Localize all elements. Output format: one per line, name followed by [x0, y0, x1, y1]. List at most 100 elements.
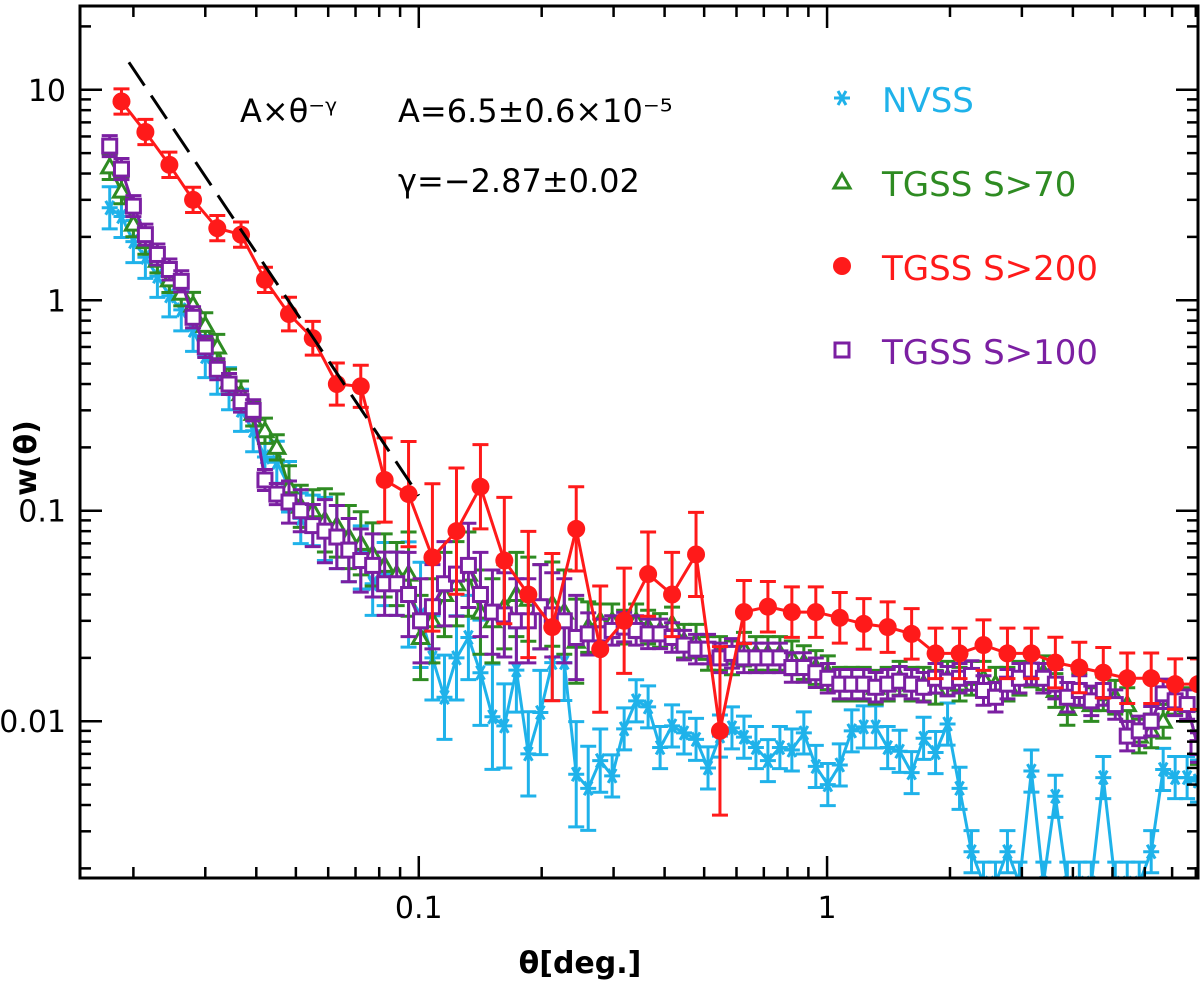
error-bar	[1083, 860, 1100, 878]
data-point	[759, 752, 776, 769]
data-point	[951, 780, 968, 797]
data-point	[364, 556, 382, 574]
data-point	[878, 618, 897, 637]
data-point	[963, 843, 980, 860]
data-point	[604, 768, 621, 784]
legend-label: TGSS S>200	[881, 249, 1098, 289]
data-point	[124, 197, 142, 215]
data-point	[136, 226, 154, 244]
data-point	[710, 721, 729, 740]
data-point	[496, 718, 513, 734]
data-point	[592, 752, 609, 769]
data-point	[208, 219, 227, 238]
data-point	[1189, 675, 1198, 694]
series-nvss	[101, 185, 1198, 878]
data-point	[843, 723, 860, 739]
data-point	[639, 565, 658, 584]
data-point	[640, 699, 657, 715]
data-point	[255, 270, 274, 289]
legend-label: TGSS S>70	[881, 165, 1076, 205]
tick-labels: 0.1 1 0.01 0.1 1 10	[0, 74, 837, 926]
data-point	[1047, 788, 1064, 804]
x-tick-label: 0.1	[395, 891, 443, 926]
error-bar	[1190, 758, 1198, 804]
y-axis-title: w(θ)	[9, 420, 44, 496]
data-point	[1143, 843, 1160, 860]
data-point	[795, 725, 812, 741]
data-point	[399, 485, 418, 504]
legend-marker	[833, 257, 851, 275]
error-bar	[1190, 731, 1198, 764]
data-point	[184, 190, 203, 209]
legend-marker	[831, 170, 853, 190]
data-point	[532, 704, 549, 721]
data-point	[328, 528, 346, 546]
data-point	[435, 575, 453, 593]
data-point	[1094, 663, 1113, 682]
data-point	[616, 721, 633, 737]
data-point	[771, 739, 788, 756]
amplitude-annotation: A=6.5±0.6×10⁻⁵	[398, 92, 673, 130]
data-point	[1046, 653, 1065, 672]
data-point	[1142, 669, 1161, 688]
data-point	[1095, 769, 1112, 786]
data-point	[1023, 763, 1040, 779]
legend-label: TGSS S>100	[881, 333, 1098, 373]
error-bar	[1119, 860, 1136, 878]
data-point	[495, 551, 514, 570]
data-point	[508, 662, 525, 678]
data-point	[915, 730, 932, 746]
data-point	[1022, 644, 1041, 663]
data-point	[664, 718, 681, 734]
data-point	[902, 624, 921, 643]
data-point	[196, 338, 214, 356]
data-point	[939, 716, 956, 732]
data-point	[351, 377, 370, 396]
data-point	[220, 375, 238, 393]
legend-marker	[834, 90, 850, 106]
data-point	[926, 644, 945, 663]
series-tgss-s-100	[101, 134, 1198, 764]
data-point	[412, 612, 430, 630]
data-point	[448, 650, 465, 666]
data-point	[830, 608, 849, 627]
legend-label: NVSS	[882, 81, 974, 121]
data-point	[484, 709, 501, 725]
data-point	[172, 272, 190, 290]
data-point	[1142, 712, 1160, 730]
data-point	[688, 731, 705, 748]
data-point	[734, 603, 753, 622]
ticks-layer	[80, 6, 1198, 878]
data-point	[700, 760, 717, 776]
data-point	[184, 308, 202, 326]
data-point	[663, 585, 682, 604]
data-point	[735, 729, 752, 745]
data-point	[568, 766, 585, 782]
data-point	[591, 640, 610, 659]
series-line-tgss-s-200	[120, 100, 1198, 732]
data-point	[879, 739, 896, 756]
data-point	[447, 522, 466, 541]
data-point	[807, 758, 824, 775]
error-bar	[987, 860, 1004, 878]
data-point	[208, 360, 226, 378]
data-point	[256, 471, 274, 489]
data-point	[459, 556, 477, 574]
legend-item-nvss: NVSS	[834, 81, 974, 121]
data-point	[160, 155, 179, 174]
model-annotation: A×θ⁻ᵞ	[240, 92, 337, 130]
data-point	[471, 586, 489, 604]
data-point	[101, 200, 118, 216]
data-point	[112, 160, 130, 178]
data-point	[1189, 739, 1198, 757]
series-tgss-s-200	[112, 87, 1198, 817]
data-point	[1166, 675, 1185, 694]
legend-item-tgss-s-200: TGSS S>200	[833, 249, 1098, 289]
data-point	[292, 502, 310, 520]
data-point	[1070, 658, 1089, 677]
data-point	[543, 618, 562, 637]
legend-item-tgss-s-100: TGSS S>100	[833, 333, 1098, 373]
y-tick-label: 0.01	[0, 705, 66, 740]
data-point	[1179, 769, 1196, 786]
data-point	[615, 611, 634, 630]
